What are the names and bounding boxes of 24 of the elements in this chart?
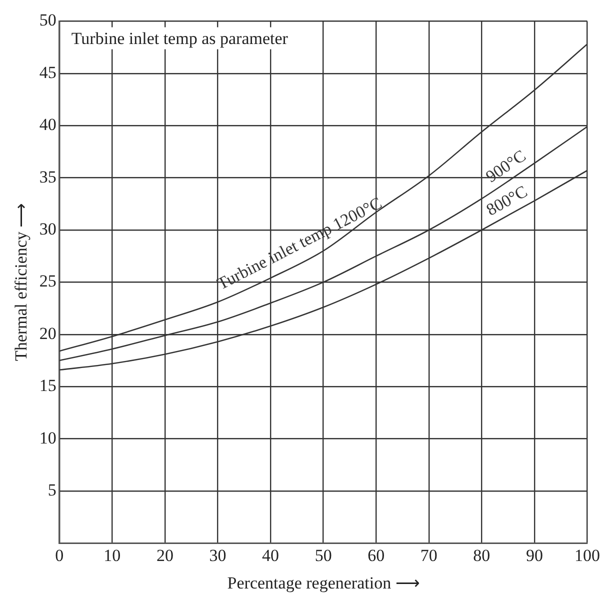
x-axis-title: Percentage regeneration ⟶ [227, 573, 420, 592]
x-tick-label: 80 [473, 546, 490, 565]
y-tick-label: 45 [39, 62, 56, 82]
y-tick-label: 35 [39, 167, 56, 186]
y-tick-label: 40 [39, 115, 56, 134]
x-tick-label: 0 [55, 546, 64, 565]
x-tick-label: 90 [526, 546, 543, 565]
x-tick-label: 100 [574, 546, 600, 565]
y-tick-label: 5 [48, 480, 56, 500]
annotation: Turbine inlet temp as parameter [71, 29, 288, 48]
x-tick-label: 10 [104, 546, 121, 565]
y-tick-label: 15 [39, 376, 56, 396]
x-tick-label: 40 [262, 546, 280, 565]
y-tick-label: 25 [39, 272, 56, 291]
x-tick-label: 20 [156, 546, 174, 565]
y-tick-label: 30 [39, 219, 56, 238]
x-tick-label: 70 [420, 546, 438, 565]
x-tick-label: 50 [314, 546, 332, 565]
y-tick-label: 50 [39, 10, 56, 30]
x-tick-label: 60 [368, 546, 385, 565]
y-axis-title: Thermal efficiency ⟶ [12, 203, 31, 362]
y-tick-label: 10 [39, 428, 56, 448]
x-tick-label: 30 [209, 546, 226, 565]
y-tick-label: 20 [39, 324, 56, 343]
